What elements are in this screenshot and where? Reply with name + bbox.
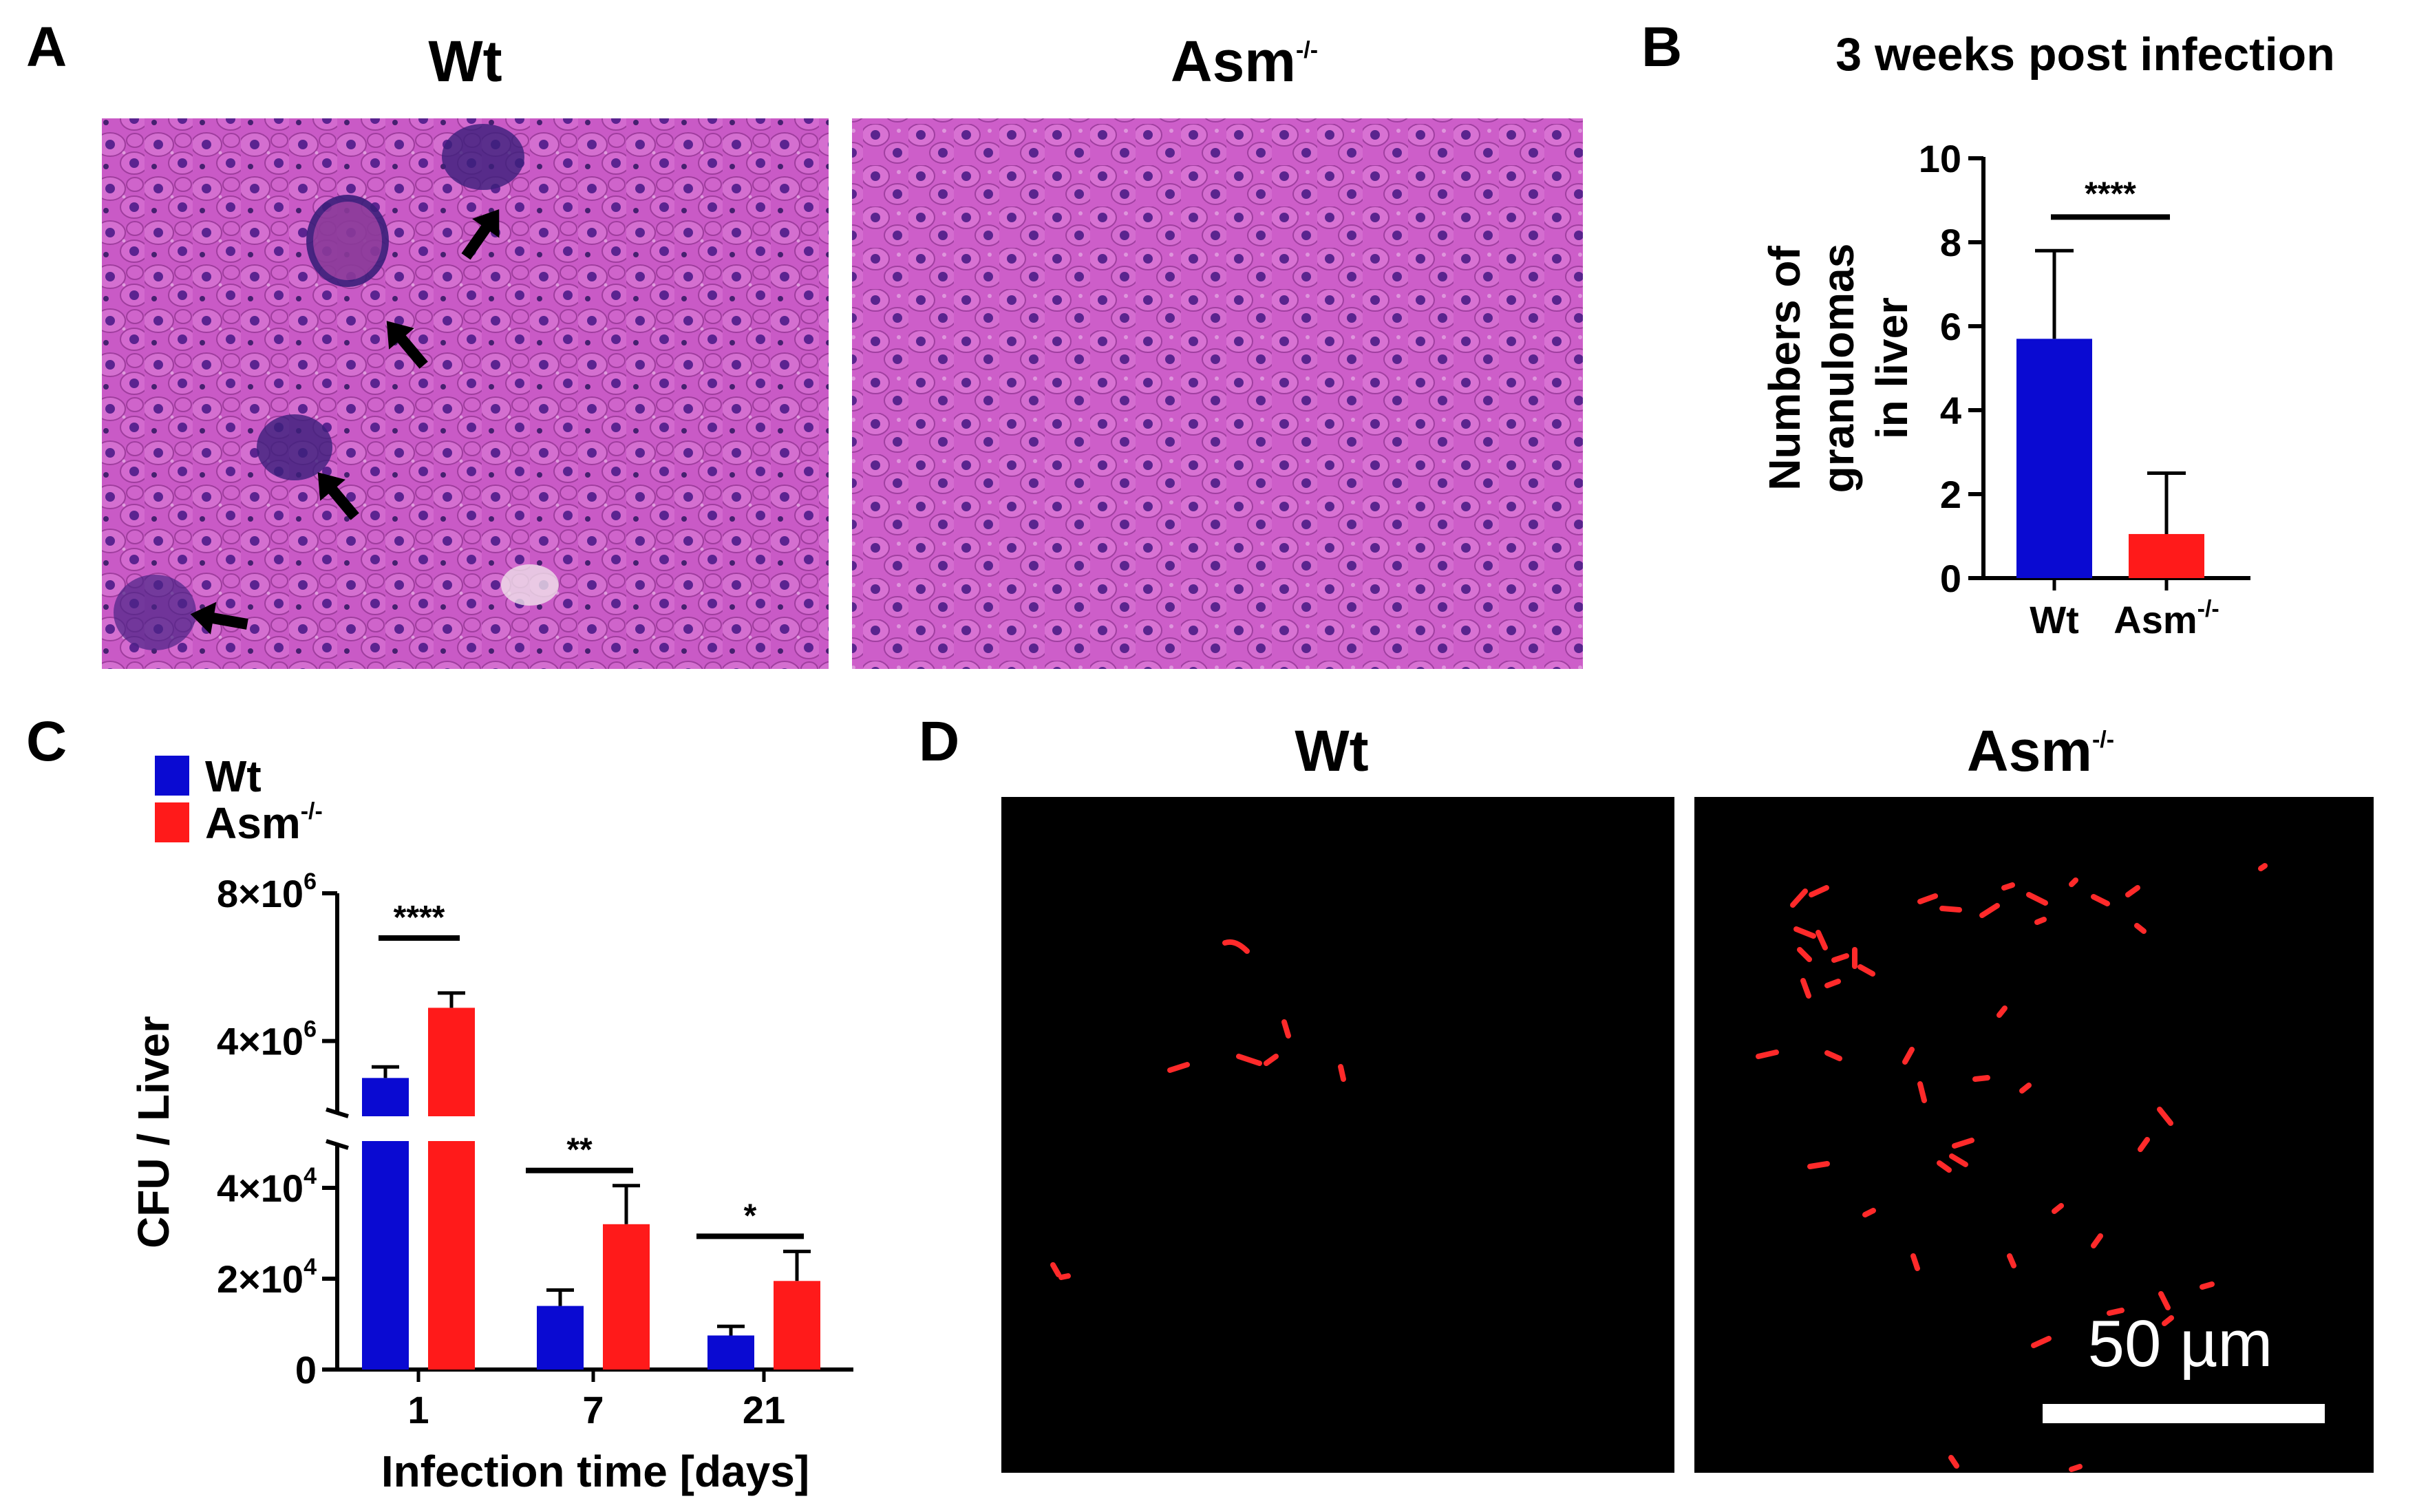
y-tick-label: 8 [1940, 221, 1961, 264]
granuloma-bar-chart: 3 weeks post infection Numbers ofgranulom… [1760, 28, 2335, 641]
legend-swatch [155, 802, 189, 842]
legend-swatch [155, 756, 189, 796]
scale-bar [2043, 1404, 2325, 1423]
panel-a-wt-header: Wt [428, 29, 502, 94]
bar [2129, 533, 2204, 578]
significance-label: ** [566, 1132, 593, 1169]
fluorescence-image-wt [1001, 797, 1674, 1473]
x-tick-label: Wt [2030, 598, 2079, 641]
fluorescence-image-asm: 50 µm [1694, 797, 2374, 1473]
bar-upper [362, 1078, 409, 1116]
y-tick-label: 0 [295, 1348, 317, 1392]
significance-label: **** [394, 899, 445, 936]
bar-lower [428, 1141, 475, 1370]
y-tick-label: 4×106 [217, 1016, 317, 1063]
y-tick-label: 4×104 [217, 1163, 317, 1210]
y-tick-label: 2 [1940, 473, 1961, 516]
y-tick-label: 10 [1919, 137, 1961, 180]
granuloma-arrows [190, 209, 500, 635]
he-micrograph-wt [102, 118, 829, 669]
axis-break-mark [326, 1107, 349, 1118]
panel-c-letter: C [26, 710, 67, 773]
panel-d-letter: D [919, 710, 959, 773]
bar-upper [428, 1008, 475, 1116]
bacteria-marks [1756, 863, 2268, 1472]
significance-label: **** [2085, 175, 2136, 212]
he-micrograph-asm [852, 118, 1583, 669]
y-tick-label: 0 [1940, 557, 1961, 600]
panel-a-letter: A [26, 16, 67, 78]
legend-label: Asm-/- [205, 798, 323, 848]
x-tick-label: 1 [407, 1388, 429, 1431]
bar [707, 1335, 754, 1370]
bar [603, 1224, 650, 1370]
chart-title: 3 weeks post infection [1835, 28, 2335, 81]
bacteria-marks [1050, 939, 1346, 1280]
x-tick-label: 21 [743, 1388, 785, 1431]
bar [537, 1306, 584, 1370]
scale-bar-label: 50 µm [2088, 1307, 2273, 1381]
y-tick-label: 6 [1940, 305, 1961, 348]
arrow-icon [317, 472, 359, 520]
y-tick-label: 8×106 [217, 869, 317, 915]
x-tick-label: Asm-/- [2113, 596, 2219, 641]
panel-b-letter: B [1641, 16, 1682, 78]
y-axis-label: Numbers ofgranulomasin liver [1760, 244, 1917, 493]
x-tick-label: 7 [582, 1388, 604, 1431]
arrow-icon [461, 209, 500, 260]
arrow-icon [190, 601, 248, 635]
y-tick-label: 4 [1940, 389, 1961, 432]
panel-d-wt-header: Wt [1295, 718, 1368, 783]
significance-label: * [744, 1197, 757, 1234]
arrow-icon [386, 321, 428, 369]
panel-a-asm-header: Asm-/- [1171, 29, 1318, 94]
y-tick-label: 2×104 [217, 1254, 317, 1301]
legend-label: Wt [205, 752, 262, 801]
bar-lower [362, 1141, 409, 1370]
bar [2016, 339, 2092, 578]
x-axis-label: Infection time [days] [381, 1447, 809, 1496]
y-axis-label: CFU / Liver [129, 1016, 178, 1248]
bar [774, 1281, 820, 1370]
axis-break-mark [326, 1139, 349, 1150]
panel-d-asm-header: Asm-/- [1967, 718, 2114, 783]
